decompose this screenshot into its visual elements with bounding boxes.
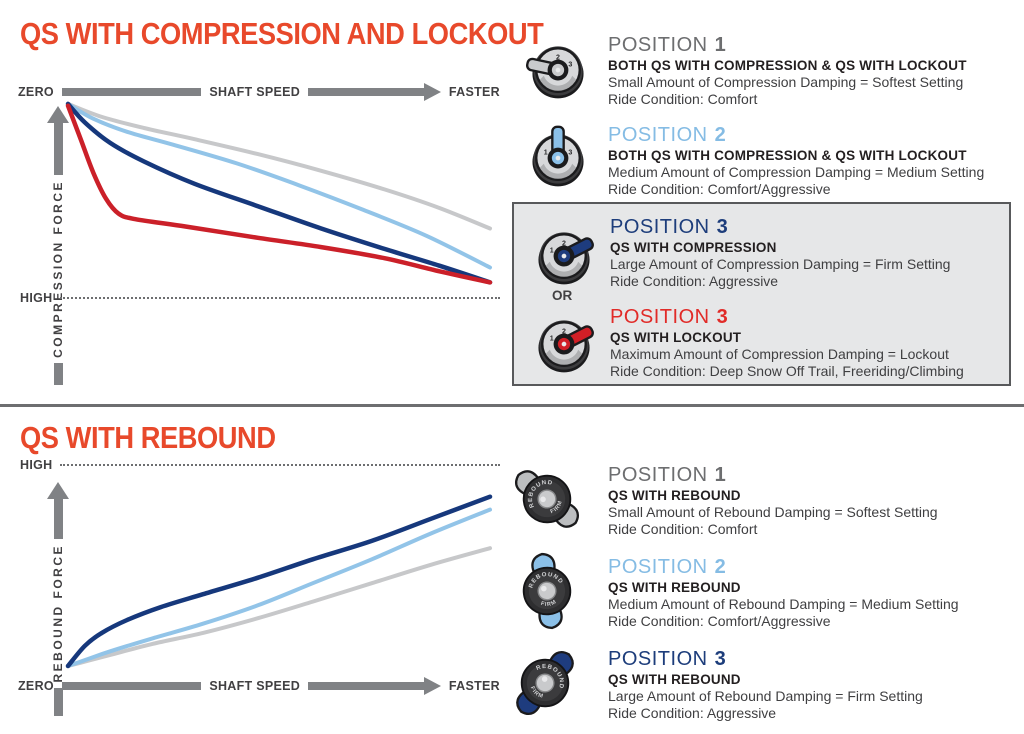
- dotted-line: [60, 297, 500, 299]
- rebound-high-line: HIGH: [20, 458, 500, 472]
- svg-text:1: 1: [550, 246, 554, 254]
- chart-curve: [66, 101, 492, 231]
- section-title-compression: QS WITH COMPRESSION AND LOCKOUT: [20, 16, 544, 51]
- chart-curve: [66, 546, 492, 668]
- chart-curve: [65, 103, 493, 285]
- svg-text:3: 3: [568, 148, 572, 156]
- dial-lever: [553, 237, 594, 267]
- chart-curve: [66, 507, 492, 668]
- svg-text:2: 2: [556, 54, 560, 62]
- position-subtitle: BOTH QS WITH COMPRESSION & QS WITH LOCKO…: [608, 58, 967, 73]
- x-axis-arrowhead-icon: [423, 677, 441, 695]
- compression-dial-position-3-red-icon: 1 2 3: [538, 320, 594, 373]
- x-axis-origin-label: ZERO: [18, 85, 54, 99]
- position-subtitle: QS WITH REBOUND: [608, 672, 741, 687]
- svg-text:2: 2: [562, 328, 566, 336]
- position-subtitle: QS WITH REBOUND: [608, 488, 741, 503]
- y-axis-end-label: HIGH: [20, 291, 53, 305]
- chart-curve: [66, 101, 492, 270]
- position-desc: Large Amount of Rebound Damping = Firm S…: [608, 688, 923, 704]
- position-heading: POSITION 2: [608, 556, 727, 578]
- position-desc: Medium Amount of Compression Damping = M…: [608, 164, 985, 180]
- svg-text:1: 1: [550, 334, 554, 342]
- compression-dial-position-1-icon: 1 2 3: [525, 46, 584, 99]
- position-desc: Maximum Amount of Compression Damping = …: [610, 346, 949, 362]
- position-ride-condition: Ride Condition: Comfort/Aggressive: [608, 181, 831, 197]
- rebound-knob-position-2-icon: REBOUND FIRM: [522, 552, 572, 630]
- position-heading: POSITION 1: [608, 34, 727, 56]
- position-subtitle: BOTH QS WITH COMPRESSION & QS WITH LOCKO…: [608, 148, 967, 163]
- position-subtitle: QS WITH COMPRESSION: [610, 240, 777, 255]
- position-ride-condition: Ride Condition: Comfort: [608, 91, 758, 107]
- x-axis-origin-label: ZERO: [18, 679, 54, 693]
- position-ride-condition: Ride Condition: Aggressive: [610, 273, 779, 289]
- dial-lever: [553, 325, 594, 355]
- x-axis-label: SHAFT SPEED: [209, 679, 301, 693]
- rebound-y-axis: REBOUND FORCE: [46, 482, 70, 716]
- dial-lever: [525, 57, 569, 81]
- position-heading: POSITION 1: [608, 464, 727, 486]
- svg-text:FIRM: FIRM: [539, 599, 558, 610]
- compression-high-line: HIGH: [20, 291, 500, 305]
- position-ride-condition: Ride Condition: Deep Snow Off Trail, Fre…: [610, 363, 964, 379]
- position-ride-condition: Ride Condition: Comfort: [608, 521, 758, 537]
- compression-chart-curves: [65, 101, 493, 285]
- y-axis-arrowhead-icon: [47, 106, 69, 123]
- position-ride-condition: Ride Condition: Aggressive: [608, 705, 777, 721]
- dial-lever: [547, 125, 569, 169]
- y-axis-shaft: [53, 687, 63, 716]
- compression-y-axis: COMPRESSION FORCE: [46, 106, 70, 385]
- svg-text:3: 3: [568, 60, 572, 68]
- x-axis-bar: [308, 682, 424, 690]
- rebound-x-axis: ZERO SHAFT SPEED FASTER: [18, 677, 500, 695]
- x-axis-label: SHAFT SPEED: [209, 85, 301, 99]
- position-heading: POSITION 3: [610, 216, 729, 238]
- compression-dial-position-3-blue-icon: 1 2 3: [538, 232, 594, 285]
- x-axis-bar: [61, 682, 202, 690]
- x-axis-bar: [308, 88, 424, 96]
- section-divider: [0, 404, 1024, 407]
- position-subtitle: QS WITH LOCKOUT: [610, 330, 742, 345]
- position-desc: Small Amount of Compression Damping = So…: [608, 74, 964, 90]
- position-heading: POSITION 3: [610, 306, 729, 328]
- rebound-chart: HIGH REBOUND FORCE ZERO SHAFT SPEED FAST…: [18, 456, 500, 716]
- y-axis-shaft: [53, 123, 63, 175]
- y-axis-arrowhead-icon: [47, 482, 69, 499]
- position-desc: Large Amount of Compression Damping = Fi…: [610, 256, 951, 272]
- compression-x-axis: ZERO SHAFT SPEED FASTER: [18, 83, 500, 101]
- chart-curve: [65, 494, 493, 669]
- position-desc: Medium Amount of Rebound Damping = Mediu…: [608, 596, 959, 612]
- position-subtitle: QS WITH REBOUND: [608, 580, 741, 595]
- y-axis-shaft: [53, 362, 63, 385]
- compression-dial-position-2-icon: 1 2 3: [532, 125, 584, 187]
- position-ride-condition: Ride Condition: Comfort/Aggressive: [608, 613, 831, 629]
- position-heading: POSITION 2: [608, 124, 727, 146]
- svg-text:1: 1: [544, 148, 548, 156]
- x-axis-end-label: FASTER: [448, 679, 500, 693]
- x-axis-arrowhead-icon: [423, 83, 441, 101]
- rebound-knob-position-1-icon: REBOUND FIRM: [515, 470, 579, 528]
- y-axis-top-label: HIGH: [20, 458, 53, 472]
- compression-chart: ZERO SHAFT SPEED FASTER COMPRESSION FORC…: [18, 82, 500, 385]
- dotted-line: [60, 464, 500, 466]
- position-desc: Small Amount of Rebound Damping = Softes…: [608, 504, 938, 520]
- x-axis-bar: [61, 88, 202, 96]
- svg-text:2: 2: [562, 240, 566, 248]
- x-axis-end-label: FASTER: [448, 85, 500, 99]
- position-heading: POSITION 3: [608, 648, 727, 670]
- rebound-knob-position-3-icon: REBOUND FIRM: [516, 651, 574, 715]
- section-title-rebound: QS WITH REBOUND: [20, 420, 276, 455]
- chart-curve: [65, 101, 493, 285]
- rebound-chart-curves: [65, 494, 493, 669]
- or-label: OR: [552, 288, 573, 303]
- y-axis-shaft: [53, 499, 63, 539]
